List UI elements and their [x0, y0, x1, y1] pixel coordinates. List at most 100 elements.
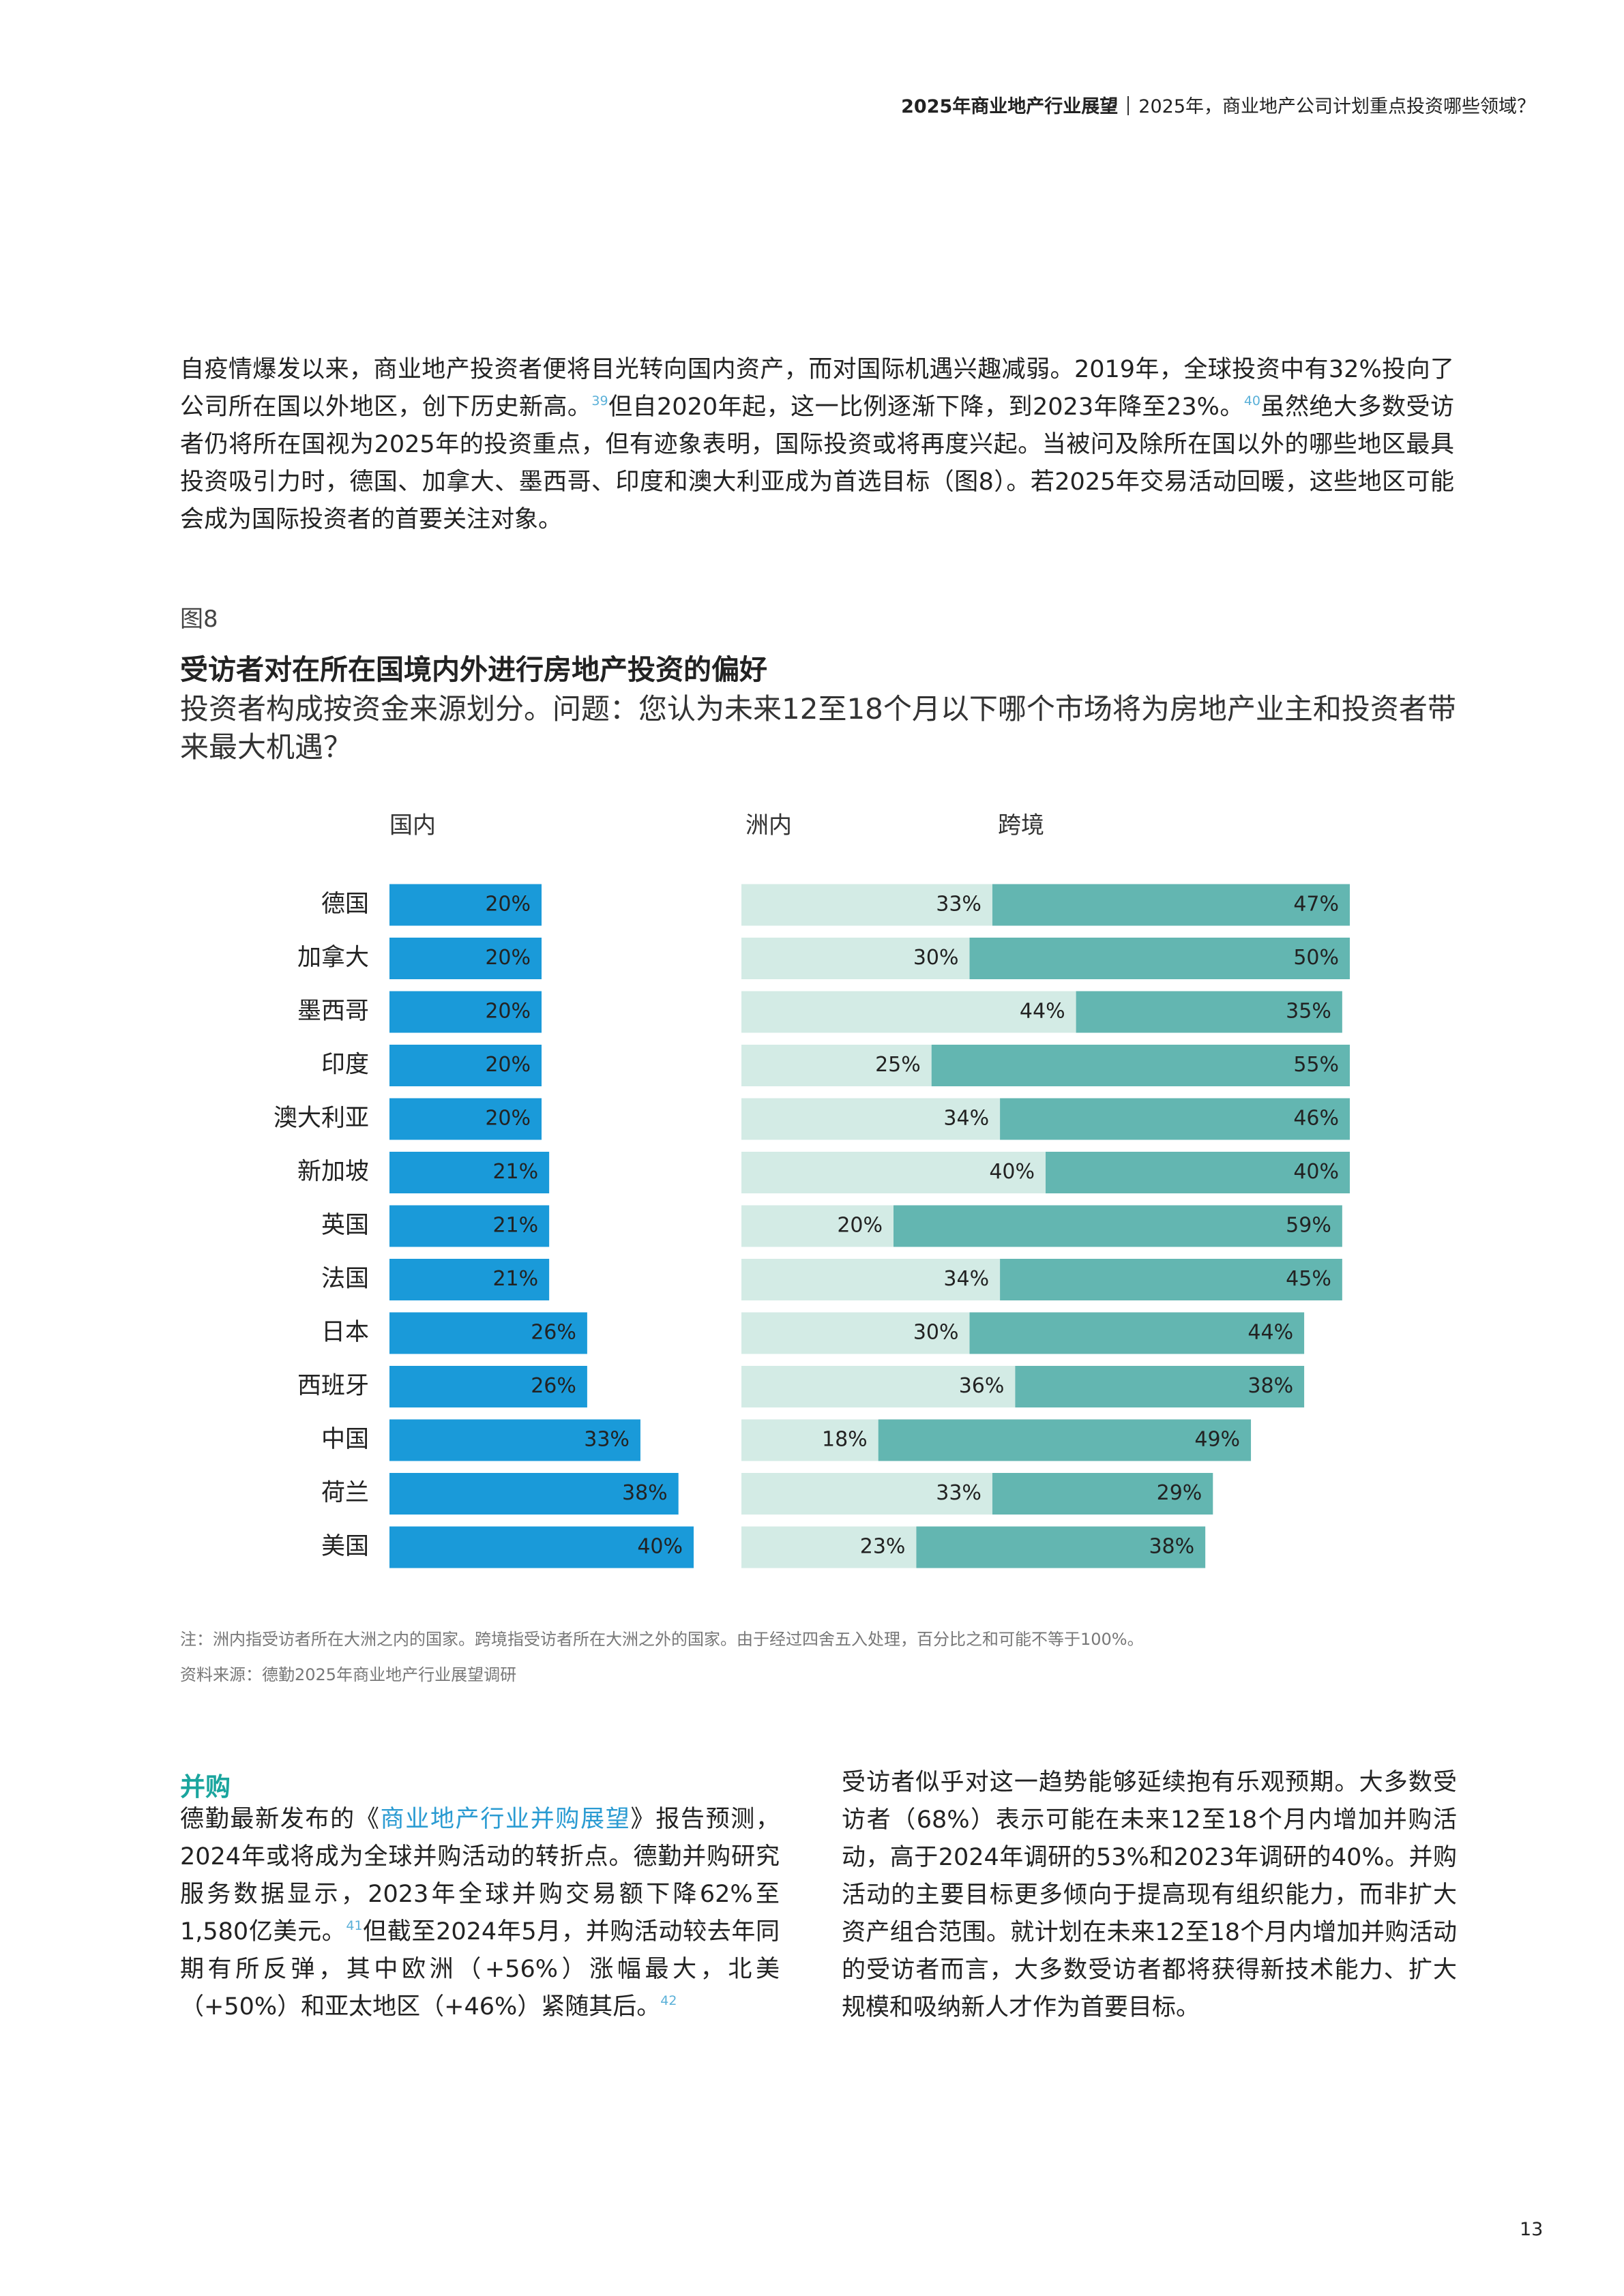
- category-label: 日本: [321, 1319, 369, 1346]
- value-label: 23%: [860, 1535, 906, 1559]
- bar: [741, 938, 970, 979]
- text: 虽然绝大多数受访者仍将所在国视为2025年的投资重点，但有迹象表明，国际投资或将…: [180, 393, 1454, 533]
- bar: [969, 938, 1350, 979]
- bar: [992, 884, 1350, 926]
- bar: [389, 1526, 694, 1568]
- bar: [1000, 1259, 1342, 1300]
- value-label: 34%: [943, 1267, 989, 1291]
- value-label: 44%: [1020, 1000, 1065, 1024]
- bar: [389, 1152, 550, 1193]
- value-label: 38%: [622, 1481, 668, 1505]
- footnote-ref[interactable]: 42: [660, 1993, 677, 2008]
- value-label: 47%: [1293, 893, 1339, 916]
- value-label: 50%: [1293, 946, 1339, 970]
- value-label: 33%: [936, 1481, 981, 1505]
- bar: [389, 1473, 679, 1515]
- bar: [389, 991, 542, 1033]
- category-label: 印度: [321, 1052, 369, 1079]
- text: 》报告预测，2024年或将成为全球并购活动的转折点。德勤并购研究服务数据显示，2…: [180, 1806, 780, 1945]
- section-title: 2025年，商业地产公司计划重点投资哪些领域？: [1138, 96, 1535, 117]
- category-label: 加拿大: [297, 944, 369, 972]
- text: 德勤最新发布的《: [180, 1806, 381, 1833]
- figure-note: 注：洲内指受访者所在大洲之内的国家。跨境指受访者所在大洲之外的国家。由于经过四舍…: [180, 1630, 1144, 1649]
- category-label: 英国: [321, 1212, 369, 1239]
- category-label: 美国: [321, 1533, 369, 1560]
- value-label: 21%: [492, 1160, 538, 1184]
- bar: [1076, 991, 1342, 1033]
- legend-label: 洲内: [745, 812, 792, 839]
- value-label: 20%: [485, 946, 531, 970]
- value-label: 40%: [989, 1160, 1035, 1184]
- bar: [931, 1045, 1350, 1086]
- bar: [389, 1045, 542, 1086]
- bar: [741, 1419, 879, 1461]
- value-label: 38%: [1149, 1535, 1194, 1559]
- bar: [916, 1526, 1206, 1568]
- report-link[interactable]: 商业地产行业并购展望: [380, 1806, 631, 1833]
- figure-subtitle: 投资者构成按资金来源划分。问题：您认为未来12至18个月以下哪个市场将为房地产业…: [180, 692, 1456, 764]
- value-label: 20%: [485, 1107, 531, 1131]
- value-label: 44%: [1247, 1321, 1293, 1345]
- value-label: 21%: [492, 1267, 538, 1291]
- value-label: 40%: [1293, 1160, 1339, 1184]
- value-label: 29%: [1157, 1481, 1202, 1505]
- value-label: 33%: [936, 893, 981, 916]
- footnote-ref[interactable]: 41: [346, 1918, 363, 1933]
- bar: [389, 1419, 640, 1461]
- value-label: 35%: [1286, 1000, 1331, 1024]
- bar: [1015, 1366, 1305, 1407]
- category-label: 德国: [321, 891, 369, 918]
- bar: [741, 1312, 970, 1354]
- figure-label: 图8: [180, 606, 218, 633]
- bar: [389, 1259, 550, 1300]
- value-label: 30%: [913, 946, 959, 970]
- bar: [389, 1366, 587, 1407]
- bar: [741, 1366, 1016, 1407]
- category-label: 墨西哥: [297, 998, 369, 1025]
- category-label: 西班牙: [297, 1373, 369, 1400]
- running-header: 2025年商业地产行业展望 2025年，商业地产公司计划重点投资哪些领域？: [901, 91, 1535, 118]
- report-title: 2025年商业地产行业展望: [901, 96, 1119, 117]
- category-label: 新加坡: [297, 1159, 369, 1186]
- value-label: 36%: [959, 1374, 1005, 1398]
- category-label: 荷兰: [321, 1480, 369, 1507]
- value-label: 20%: [485, 1000, 531, 1024]
- category-label: 澳大利亚: [274, 1105, 369, 1132]
- bar: [741, 1473, 992, 1515]
- bar: [992, 1473, 1213, 1515]
- legend-label: 国内: [389, 812, 436, 839]
- bar: [741, 1259, 1001, 1300]
- value-label: 55%: [1293, 1053, 1339, 1077]
- text: 但自2020年起，这一比例逐渐下降，到2023年降至23%。: [608, 393, 1244, 421]
- value-label: 21%: [492, 1214, 538, 1238]
- category-label: 中国: [321, 1426, 369, 1453]
- text: 自疫情爆发以来，商业地产投资者便将目光转向国内资产，而对国际机遇兴趣减弱。201…: [180, 356, 1454, 421]
- value-label: 33%: [584, 1428, 630, 1452]
- value-label: 40%: [637, 1535, 683, 1559]
- value-label: 26%: [531, 1374, 576, 1398]
- bar: [1000, 1098, 1350, 1140]
- paragraph: 受访者似乎对这一趋势能够延续抱有乐观预期。大多数受访者（68%）表示可能在未来1…: [842, 1769, 1457, 2021]
- value-label: 45%: [1286, 1267, 1331, 1291]
- value-label: 20%: [485, 1053, 531, 1077]
- bar: [878, 1419, 1252, 1461]
- value-label: 38%: [1247, 1374, 1293, 1398]
- separator: [1127, 96, 1130, 115]
- bar: [741, 1526, 917, 1568]
- bar: [389, 1098, 542, 1140]
- category-label: 法国: [321, 1266, 369, 1293]
- bar: [741, 884, 992, 926]
- paragraph: 德勤最新发布的《商业地产行业并购展望》报告预测，2024年或将成为全球并购活动的…: [180, 1801, 780, 2026]
- footnote-ref[interactable]: 39: [591, 393, 608, 408]
- value-label: 18%: [822, 1428, 868, 1452]
- bar: [389, 1205, 550, 1247]
- bar: [741, 1152, 1046, 1193]
- value-label: 20%: [837, 1214, 883, 1238]
- page-number: 13: [1520, 2219, 1544, 2240]
- value-label: 59%: [1286, 1214, 1331, 1238]
- footnote-ref[interactable]: 40: [1243, 393, 1261, 408]
- bar: [389, 938, 542, 979]
- figure-title: 受访者对在所在国境内外进行房地产投资的偏好: [180, 653, 767, 686]
- value-label: 49%: [1194, 1428, 1240, 1452]
- bar: [389, 884, 542, 926]
